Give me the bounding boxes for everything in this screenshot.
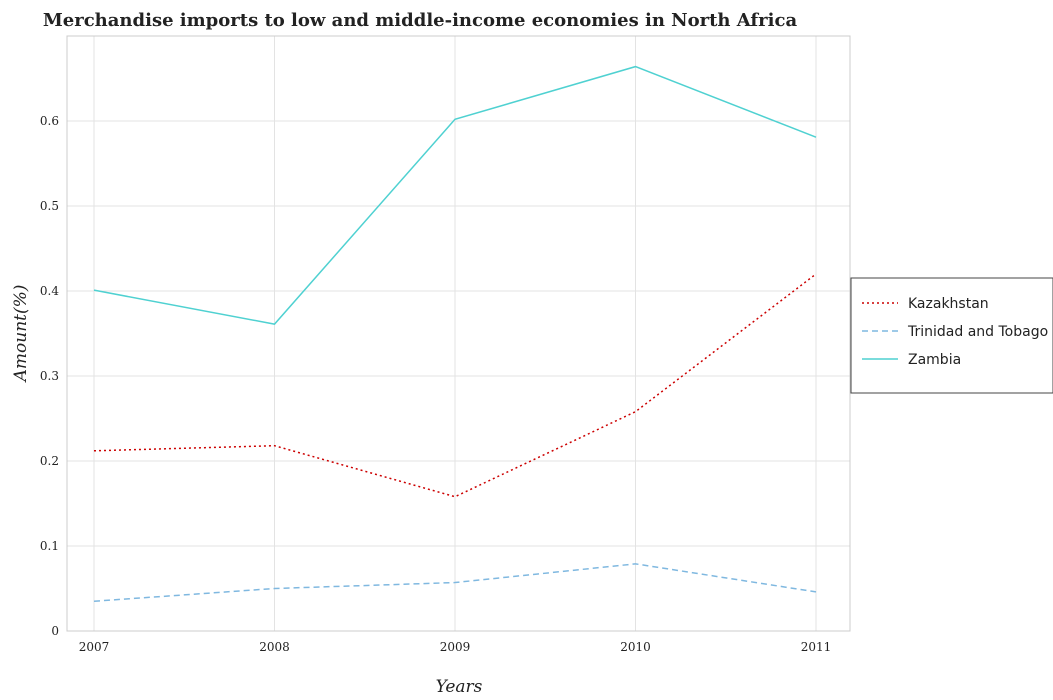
legend: Kazakhstan Trinidad and Tobago Zambia — [850, 277, 1053, 394]
x-axis: 2007 2008 2009 2010 2011 — [79, 640, 832, 654]
series-line-kazakhstan — [93, 273, 817, 498]
series-lines — [93, 65, 817, 602]
chart-title: Merchandise imports to low and middle-in… — [43, 10, 798, 31]
legend-label: Trinidad and Tobago — [907, 324, 1048, 340]
y-tick-label: 0.5 — [40, 199, 59, 213]
legend-label: Kazakhstan — [908, 296, 989, 312]
y-tick-label: 0.4 — [40, 284, 59, 298]
legend-label: Zambia — [908, 352, 961, 368]
grid — [67, 36, 850, 632]
x-tick-label: 2010 — [620, 640, 651, 654]
x-tick-label: 2009 — [440, 640, 471, 654]
y-tick-label: 0 — [51, 624, 59, 638]
x-tick-label: 2007 — [79, 640, 110, 654]
y-tick-label: 0.2 — [40, 454, 59, 468]
legend-box — [850, 277, 1053, 394]
y-tick-label: 0.3 — [40, 369, 59, 383]
x-tick-label: 2011 — [801, 640, 832, 654]
plot-area — [66, 35, 851, 632]
y-tick-label: 0.1 — [40, 539, 59, 553]
x-tick-label: 2008 — [259, 640, 290, 654]
x-axis-label: Years — [436, 677, 483, 697]
y-axis: 0 0.1 0.2 0.3 0.4 0.5 0.6 — [40, 114, 59, 638]
y-tick-label: 0.6 — [40, 114, 59, 128]
y-axis-label: Amount(%) — [11, 285, 31, 384]
